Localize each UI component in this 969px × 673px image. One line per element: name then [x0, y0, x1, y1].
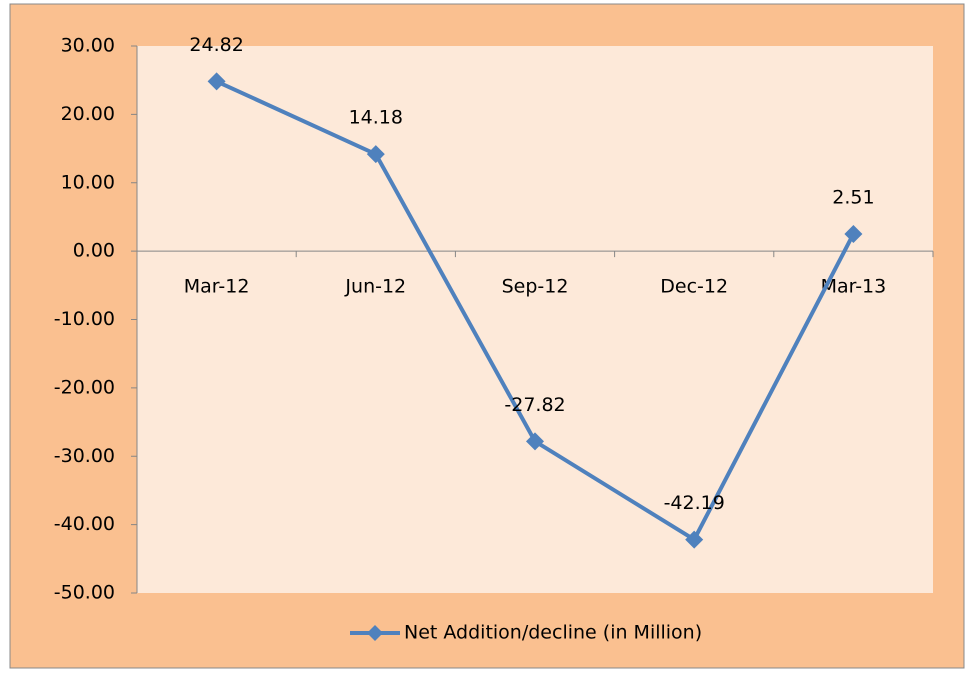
x-tick-label: Mar-12 [184, 276, 250, 298]
data-label: 24.82 [189, 34, 243, 56]
legend-label: Net Addition/decline (in Million) [404, 622, 702, 644]
plot-area [137, 46, 933, 593]
data-label: -42.19 [664, 492, 725, 514]
marker [844, 224, 863, 243]
y-tick-label: -50.00 [54, 582, 115, 604]
marker [366, 145, 385, 164]
x-tick-label: Jun-12 [344, 276, 406, 298]
marker [526, 432, 544, 451]
y-tick-label: 10.00 [61, 171, 115, 193]
y-tick-label: -40.00 [54, 513, 115, 535]
data-label: 14.18 [349, 107, 403, 129]
data-label: 2.51 [832, 186, 874, 208]
y-tick-label: 20.00 [61, 103, 115, 125]
x-tick-label: Sep-12 [502, 276, 569, 298]
y-tick-label: -30.00 [54, 445, 115, 467]
y-tick-label: 0.00 [73, 240, 115, 262]
marker [207, 72, 226, 91]
y-tick-label: -20.00 [54, 376, 115, 398]
y-tick-label: 30.00 [61, 35, 115, 57]
marker [685, 530, 704, 549]
y-tick-label: -10.00 [54, 308, 115, 330]
legend-marker [367, 625, 383, 641]
x-tick-label: Dec-12 [660, 276, 728, 298]
data-label: -27.82 [504, 394, 565, 416]
x-tick-label: Mar-13 [821, 276, 887, 298]
